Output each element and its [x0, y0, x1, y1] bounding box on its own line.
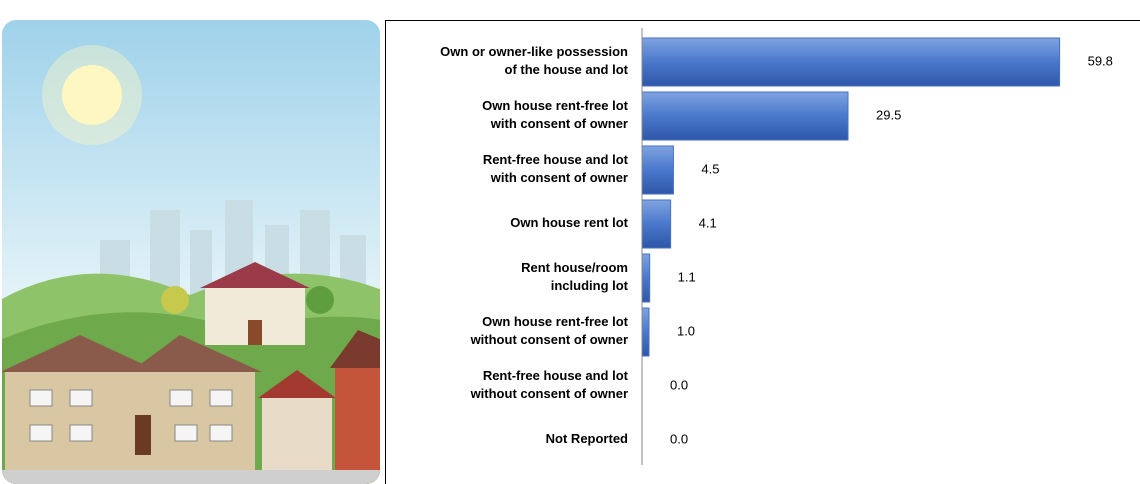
- category-label-line: without consent of owner: [470, 332, 628, 347]
- category-label-line: Own house rent-free lot: [482, 98, 629, 113]
- category-label-line: Rent house/room: [521, 260, 628, 275]
- bar: [641, 253, 651, 303]
- bar: [641, 199, 672, 249]
- chart: Own or owner-like possession of the house…: [440, 28, 1113, 465]
- value-label: 29.5: [876, 107, 901, 122]
- category-label-line: Own house rent-free lot: [482, 314, 629, 329]
- bar: [641, 37, 1061, 87]
- value-label: 0.0: [670, 431, 688, 446]
- category-label: Own house rent-free lot with consent of o…: [482, 98, 629, 131]
- category-label-line: of the house and lot: [505, 62, 629, 77]
- category-label-line: with consent of owner: [490, 170, 628, 185]
- value-label: 1.1: [678, 269, 696, 284]
- category-label-line: Rent-free house and lot: [483, 368, 629, 383]
- category-label-line: Rent-free house and lot: [483, 152, 629, 167]
- value-label: 4.5: [701, 161, 719, 176]
- category-label: Own house rent-free lot without consent o…: [470, 314, 629, 347]
- bar: [641, 307, 650, 357]
- value-label: 59.8: [1088, 53, 1113, 68]
- bar: [641, 91, 849, 141]
- category-label-line: with consent of owner: [490, 116, 628, 131]
- category-label-line: Own house rent lot: [510, 215, 628, 230]
- bar: [641, 145, 674, 195]
- category-label-line: Not Reported: [546, 431, 628, 446]
- category-label: Rent-free house and lot without consent o…: [470, 368, 629, 401]
- category-label-line: Own or owner-like possession: [440, 44, 628, 59]
- category-label: Own house rent lot: [510, 215, 628, 230]
- category-label: Rent house/room including lot: [521, 260, 629, 293]
- illustration: [2, 20, 380, 484]
- value-label: 4.1: [699, 215, 717, 230]
- category-label-line: without consent of owner: [470, 386, 628, 401]
- value-label: 1.0: [677, 323, 695, 338]
- category-label: Own or owner-like possession of the house…: [440, 44, 628, 77]
- chart-frame: [385, 20, 1140, 484]
- value-label: 0.0: [670, 377, 688, 392]
- category-label: Not Reported: [546, 431, 628, 446]
- category-label: Rent-free house and lot with consent of o…: [483, 152, 629, 185]
- category-label-line: including lot: [551, 278, 629, 293]
